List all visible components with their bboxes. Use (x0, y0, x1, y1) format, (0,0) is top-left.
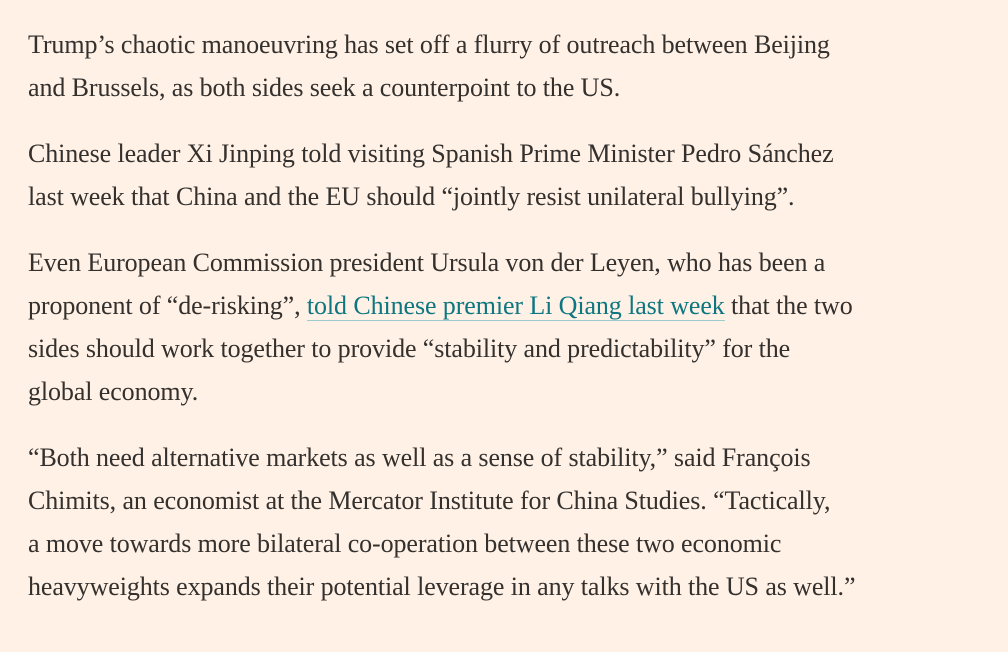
article-link-li-qiang[interactable]: told Chinese premier Li Qiang last week (306, 291, 725, 321)
paragraph-line: heavyweights expands their potential lev… (28, 572, 856, 601)
paragraph-line: Even European Commission president Ursul… (28, 248, 826, 277)
paragraph-3: Even European Commission president Ursul… (28, 241, 1008, 413)
text-after-link: that the two (724, 291, 853, 320)
paragraph-line-with-link: proponent of “de-risking”, told Chinese … (28, 284, 1008, 327)
paragraph-2: Chinese leader Xi Jinping told visiting … (28, 132, 1008, 218)
paragraph-line: and Brussels, as both sides seek a count… (28, 73, 621, 102)
paragraph-line: Chimits, an economist at the Mercator In… (28, 486, 831, 515)
paragraph-line: Chinese leader Xi Jinping told visiting … (28, 139, 834, 168)
paragraph-line: last week that China and the EU should “… (28, 182, 795, 211)
paragraph-line: a move towards more bilateral co-operati… (28, 529, 782, 558)
paragraph-4: “Both need alternative markets as well a… (28, 436, 1008, 608)
paragraph-line: “Both need alternative markets as well a… (28, 443, 811, 472)
text-before-link: proponent of “de-risking”, (28, 291, 307, 320)
paragraph-line: sides should work together to provide “s… (28, 334, 791, 363)
paragraph-line: Trump’s chaotic manoeuvring has set off … (28, 30, 830, 59)
paragraph-1: Trump’s chaotic manoeuvring has set off … (28, 23, 1008, 109)
paragraph-line: global economy. (28, 377, 199, 406)
